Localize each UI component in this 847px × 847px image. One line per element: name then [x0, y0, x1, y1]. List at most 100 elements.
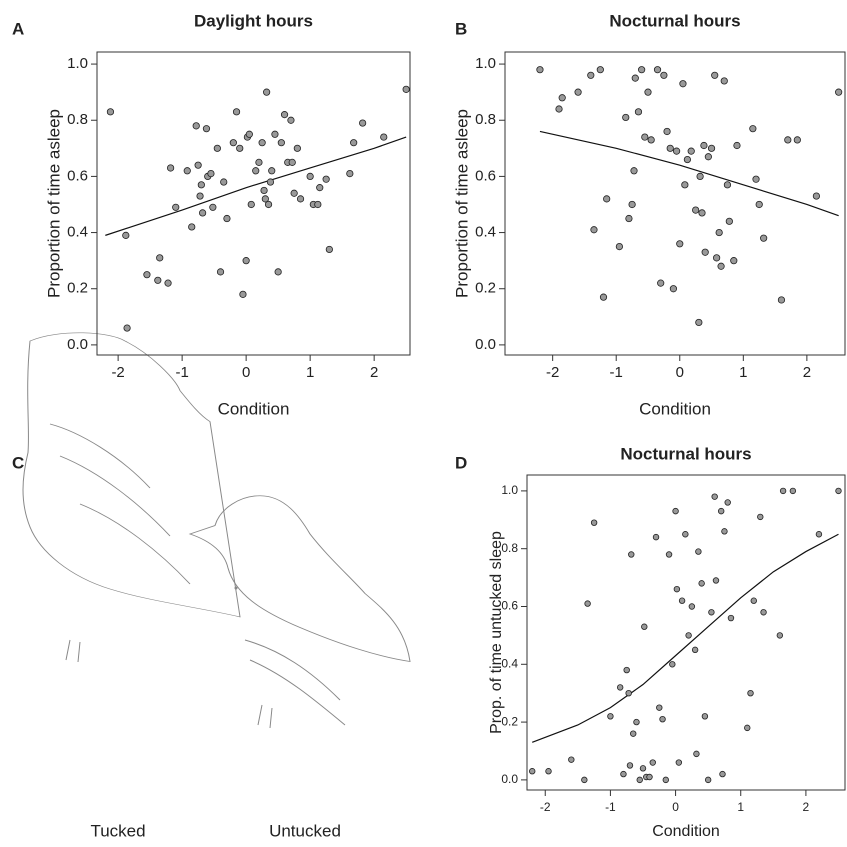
data-point: [196, 192, 204, 200]
data-point: [638, 66, 646, 74]
data-point: [271, 130, 279, 138]
data-point: [662, 776, 669, 784]
data-point: [688, 603, 696, 610]
x-tick-label: -2: [111, 364, 124, 381]
data-point: [229, 139, 237, 147]
data-point: [712, 577, 720, 584]
data-point: [750, 597, 757, 604]
y-tick-label: 1.0: [67, 55, 88, 72]
data-point: [701, 713, 709, 720]
data-point: [603, 195, 611, 203]
data-point: [730, 257, 738, 265]
data-point: [255, 158, 263, 166]
x-tick-label: 1: [737, 800, 744, 814]
x-tick-label: 0: [242, 364, 250, 381]
data-point: [776, 632, 784, 639]
fit-line: [105, 136, 407, 236]
data-point: [744, 724, 751, 732]
data-point: [568, 756, 575, 763]
data-point: [641, 133, 649, 141]
data-point: [725, 217, 733, 225]
data-point: [346, 169, 354, 178]
data-point: [692, 206, 700, 214]
y-axis-label: Proportion of time asleep: [452, 109, 471, 298]
data-point: [660, 71, 668, 79]
y-tick-label: 0.6: [475, 167, 496, 184]
data-point: [288, 158, 296, 166]
data-point: [681, 181, 689, 189]
data-point: [263, 88, 271, 96]
panel-label: B: [455, 19, 467, 38]
data-point: [789, 487, 797, 495]
plot-frame: [526, 474, 846, 791]
data-point: [620, 770, 627, 778]
x-tick-label: 2: [803, 800, 810, 814]
fit-line: [531, 533, 839, 743]
x-tick-label: 1: [739, 364, 747, 381]
data-point: [675, 759, 683, 766]
data-point: [779, 487, 787, 495]
x-tick-label: -1: [610, 364, 623, 381]
data-point: [584, 600, 591, 607]
data-point: [402, 85, 410, 93]
data-point: [815, 531, 823, 538]
data-point: [673, 585, 681, 593]
data-point: [695, 318, 703, 327]
data-point: [752, 175, 760, 183]
data-point: [545, 768, 552, 775]
data-point: [727, 614, 735, 622]
data-point: [707, 144, 716, 152]
data-point: [719, 770, 726, 778]
chart-title: Nocturnal hours: [609, 11, 740, 30]
data-point: [679, 80, 687, 88]
y-tick-label: 0.2: [67, 280, 88, 297]
data-point: [277, 139, 285, 147]
data-point: [760, 234, 768, 242]
x-tick-label: 2: [370, 364, 378, 381]
data-point: [631, 74, 639, 82]
data-point: [590, 226, 598, 234]
data-point: [777, 296, 786, 304]
data-point: [691, 646, 699, 654]
data-point: [630, 730, 637, 737]
data-point: [649, 759, 656, 766]
data-point: [223, 214, 231, 223]
data-point: [306, 172, 314, 181]
data-point: [663, 127, 671, 136]
data-point: [287, 116, 295, 124]
data-point: [715, 228, 723, 237]
data-point: [644, 88, 652, 96]
data-point: [156, 254, 164, 262]
data-point: [122, 231, 130, 239]
data-point: [183, 167, 191, 175]
y-tick-label: 0.6: [67, 167, 88, 184]
panel-label: A: [12, 19, 24, 38]
x-tick-label: -2: [546, 364, 559, 381]
y-tick-label: 0.6: [501, 599, 518, 613]
bird-tucked: [22, 332, 241, 663]
data-point: [687, 147, 695, 155]
y-tick-label: 0.4: [67, 224, 88, 241]
data-point: [724, 499, 731, 506]
data-point: [630, 167, 638, 175]
data-point: [264, 200, 273, 209]
y-tick-label: 0.8: [67, 111, 88, 128]
data-point: [665, 551, 673, 558]
data-point: [192, 122, 200, 130]
data-point: [693, 750, 700, 758]
data-point: [653, 66, 662, 74]
data-point: [607, 713, 614, 720]
data-point: [239, 290, 247, 298]
data-point: [628, 551, 635, 558]
bird-untucked: [188, 495, 411, 729]
data-point: [599, 293, 608, 301]
data-point: [316, 184, 324, 192]
data-point: [574, 88, 582, 96]
data-point: [558, 94, 566, 102]
data-point: [812, 192, 821, 200]
data-point: [723, 181, 732, 189]
x-tick-label: 0: [676, 364, 684, 381]
data-point: [199, 209, 207, 217]
chart-title: Daylight hours: [194, 11, 313, 30]
illustration-label: Tucked: [90, 821, 145, 840]
